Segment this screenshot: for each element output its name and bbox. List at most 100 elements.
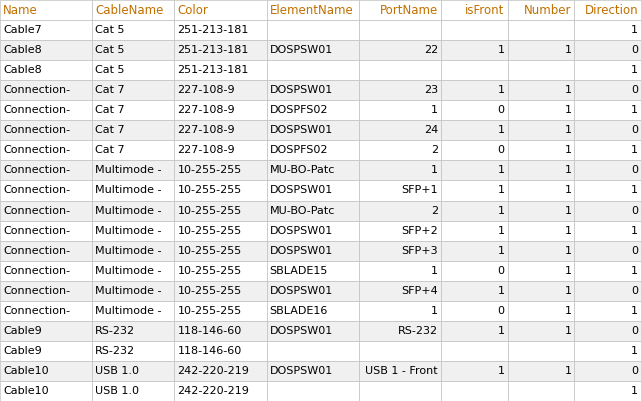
Bar [508, 221, 574, 241]
Text: 0: 0 [631, 85, 638, 95]
Text: DOSPSW01: DOSPSW01 [270, 45, 333, 55]
Bar [441, 321, 508, 341]
Bar [0, 80, 92, 100]
Text: 1: 1 [497, 126, 504, 135]
Text: 1: 1 [564, 306, 571, 316]
Bar [441, 80, 508, 100]
Text: 1: 1 [631, 306, 638, 316]
Text: Connection-: Connection- [3, 206, 70, 215]
Bar [508, 361, 574, 381]
Bar [0, 221, 92, 241]
Bar [0, 0, 92, 20]
Bar [574, 261, 641, 281]
Bar [441, 200, 508, 221]
Bar [92, 361, 174, 381]
Text: 0: 0 [631, 326, 638, 336]
Bar [0, 140, 92, 160]
Bar [0, 40, 92, 60]
Text: CableName: CableName [96, 4, 163, 16]
Text: Connection-: Connection- [3, 146, 70, 155]
Bar [174, 100, 267, 120]
Bar [441, 0, 508, 20]
Bar [574, 341, 641, 361]
Bar [508, 180, 574, 200]
Text: 1: 1 [564, 146, 571, 155]
Bar [267, 261, 359, 281]
Text: 1: 1 [497, 166, 504, 175]
Bar [574, 301, 641, 321]
Text: 118-146-60: 118-146-60 [178, 346, 242, 356]
Text: 10-255-255: 10-255-255 [178, 306, 242, 316]
Text: Cable9: Cable9 [3, 346, 42, 356]
Bar [359, 301, 441, 321]
Bar [267, 140, 359, 160]
Bar [574, 160, 641, 180]
Text: 10-255-255: 10-255-255 [178, 206, 242, 215]
Text: DOSPFS02: DOSPFS02 [270, 146, 328, 155]
Text: 1: 1 [564, 286, 571, 296]
Bar [267, 221, 359, 241]
Text: 1: 1 [631, 266, 638, 275]
Bar [508, 381, 574, 401]
Text: 2: 2 [431, 146, 438, 155]
Bar [508, 321, 574, 341]
Bar [267, 120, 359, 140]
Bar [0, 381, 92, 401]
Bar [441, 160, 508, 180]
Bar [92, 120, 174, 140]
Bar [174, 20, 267, 40]
Bar [441, 20, 508, 40]
Text: 1: 1 [497, 326, 504, 336]
Bar [267, 60, 359, 80]
Text: Multimode -: Multimode - [96, 206, 162, 215]
Bar [359, 20, 441, 40]
Bar [508, 20, 574, 40]
Bar [92, 200, 174, 221]
Bar [508, 160, 574, 180]
Text: 1: 1 [497, 45, 504, 55]
Text: 10-255-255: 10-255-255 [178, 246, 242, 255]
Text: 0: 0 [631, 246, 638, 255]
Bar [0, 60, 92, 80]
Bar [359, 60, 441, 80]
Text: 1: 1 [497, 366, 504, 376]
Text: DOSPFS02: DOSPFS02 [270, 105, 328, 115]
Bar [508, 60, 574, 80]
Bar [574, 60, 641, 80]
Text: Multimode -: Multimode - [96, 266, 162, 275]
Text: 0: 0 [631, 206, 638, 215]
Text: isFront: isFront [465, 4, 504, 16]
Bar [574, 80, 641, 100]
Bar [267, 200, 359, 221]
Text: RS-232: RS-232 [398, 326, 438, 336]
Bar [267, 80, 359, 100]
Text: 1: 1 [564, 266, 571, 275]
Bar [174, 261, 267, 281]
Text: DOSPSW01: DOSPSW01 [270, 226, 333, 235]
Text: 0: 0 [497, 266, 504, 275]
Bar [359, 341, 441, 361]
Text: 1: 1 [497, 85, 504, 95]
Text: 227-108-9: 227-108-9 [178, 105, 235, 115]
Text: 1: 1 [564, 166, 571, 175]
Bar [574, 361, 641, 381]
Bar [267, 341, 359, 361]
Bar [441, 60, 508, 80]
Text: 1: 1 [431, 306, 438, 316]
Bar [267, 361, 359, 381]
Bar [0, 200, 92, 221]
Text: 1: 1 [631, 65, 638, 75]
Text: Cat 5: Cat 5 [96, 25, 125, 35]
Text: 1: 1 [631, 186, 638, 195]
Bar [267, 180, 359, 200]
Text: 0: 0 [631, 286, 638, 296]
Text: Multimode -: Multimode - [96, 166, 162, 175]
Text: SFP+3: SFP+3 [401, 246, 438, 255]
Bar [92, 100, 174, 120]
Bar [0, 261, 92, 281]
Text: 10-255-255: 10-255-255 [178, 286, 242, 296]
Bar [359, 100, 441, 120]
Bar [441, 100, 508, 120]
Text: 242-220-219: 242-220-219 [178, 366, 249, 376]
Bar [267, 160, 359, 180]
